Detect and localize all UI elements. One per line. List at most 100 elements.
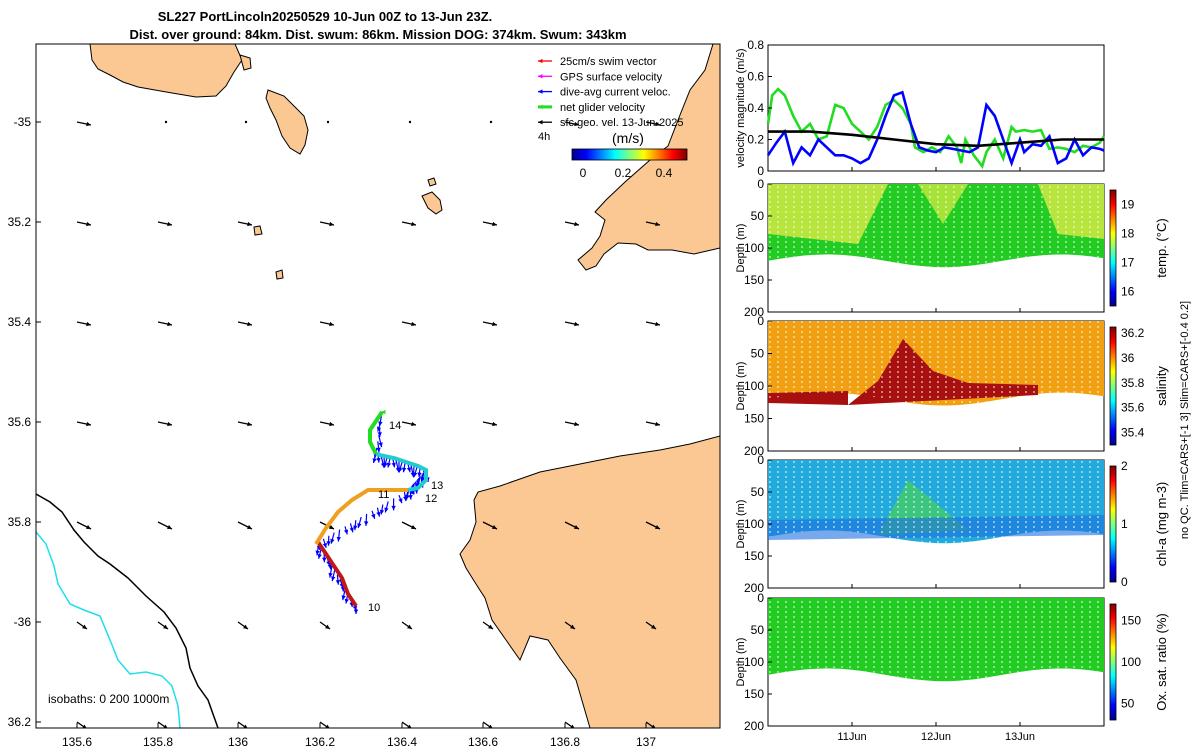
velocity-ytick-label: 0 xyxy=(757,164,764,178)
temperature-ylabel: Depth (m) xyxy=(735,224,747,273)
dive-current-arrow xyxy=(384,501,389,513)
dive-current-arrow xyxy=(395,460,400,473)
temperature-ytick-label: 200 xyxy=(744,305,764,319)
geo-vel-arrow xyxy=(401,321,417,327)
temperature-colorbar-tick: 19 xyxy=(1121,198,1135,212)
salinity-ytick-label: 100 xyxy=(744,379,764,393)
speed-colorbar-tick-0: 0 xyxy=(580,166,587,180)
oxygen-ytick-label: 200 xyxy=(744,719,764,733)
salinity-colorbar-tick: 35.6 xyxy=(1121,401,1145,415)
interval-label: 4h xyxy=(538,131,550,143)
isobath-1000m xyxy=(36,531,181,728)
temperature-colorbar-tick: 16 xyxy=(1121,285,1135,299)
geo-vel-arrow xyxy=(237,421,253,427)
map-ytick-label: 35.6 xyxy=(8,415,32,429)
chlorophyll-ytick-label: 50 xyxy=(751,485,765,499)
geo-vel-arrow xyxy=(645,221,661,227)
salinity-colorbar-label: salinity xyxy=(1154,366,1169,406)
geo-vel-arrow xyxy=(401,421,417,427)
title-line1: SL227 PortLincoln20250529 10-Jun 00Z to … xyxy=(158,9,493,24)
salinity-colorbar-tick: 36.2 xyxy=(1121,326,1145,340)
chlorophyll-colorbar-label: chl-a (mg m-3) xyxy=(1154,482,1169,567)
dive-current-arrow xyxy=(417,468,422,478)
dive-current-arrow xyxy=(371,510,376,519)
chlorophyll-colorbar xyxy=(1109,465,1117,583)
dive-current-arrow xyxy=(335,574,341,585)
map-xtick-label: 135.8 xyxy=(143,735,173,749)
dive-current-arrow xyxy=(331,570,336,582)
oxygen-ytick-label: 0 xyxy=(757,591,764,605)
geo-vel-arrow xyxy=(76,521,92,530)
dive-current-arrow xyxy=(386,458,392,468)
oxygen-ylabel: Depth (m) xyxy=(735,638,747,687)
chlorophyll-ytick-label: 100 xyxy=(744,517,764,531)
map-xtick-label: 136.6 xyxy=(468,735,498,749)
day-label-14: 14 xyxy=(389,420,401,432)
geo-vel-arrow xyxy=(482,221,498,227)
geo-vel-arrow xyxy=(564,221,580,227)
map-legend: 25cm/s swim vector GPS surface velocity di… xyxy=(538,56,688,180)
geo-vel-arrow xyxy=(564,321,580,327)
oxygen-ytick-label: 50 xyxy=(751,623,765,637)
geo-vel-arrow xyxy=(157,321,173,327)
dive-current-arrow xyxy=(326,535,331,546)
legend-label-2: dive-avg current veloc. xyxy=(560,87,671,99)
chlorophyll-colorbar-tick: 2 xyxy=(1121,459,1128,473)
geo-vel-arrow xyxy=(76,321,92,327)
temperature-section xyxy=(768,184,1104,268)
map-ytick-label: 36.2 xyxy=(8,715,32,729)
geo-vel-arrow xyxy=(564,621,576,630)
geo-vel-arrow xyxy=(564,421,580,427)
velocity-series-0 xyxy=(766,87,1106,170)
isobath-200m xyxy=(36,493,219,728)
track-segment-10-11 xyxy=(316,540,358,608)
salinity-colorbar xyxy=(1109,326,1117,446)
temperature-ytick-label: 0 xyxy=(757,177,764,191)
oxygen-ytick-label: 150 xyxy=(744,687,764,701)
chlorophyll-panel: 0 50 100 150 200 Depth (m) 0 1 2 chl-a (mg m-3) xyxy=(735,453,1169,595)
salinity-colorbar-tick: 35.4 xyxy=(1121,426,1145,440)
temperature-ytick-label: 50 xyxy=(751,209,765,223)
velocity-ytick-label: 0.8 xyxy=(747,38,764,52)
legend-label-3: net glider velocity xyxy=(560,102,645,114)
chlorophyll-ytick-label: 150 xyxy=(744,549,764,563)
geo-vel-arrow xyxy=(645,121,661,127)
dive-current-arrow xyxy=(343,526,349,535)
dive-current-arrow xyxy=(379,504,385,515)
dive-current-arrow xyxy=(402,463,407,473)
dive-current-arrow xyxy=(336,529,341,542)
legend-arrow-0 xyxy=(538,58,552,64)
dive-current-arrow xyxy=(378,416,383,427)
velocity-series-1 xyxy=(766,90,1105,167)
geo-vel-arrow xyxy=(319,421,335,427)
date-tick-label: 13Jun xyxy=(1005,731,1035,743)
temperature-panel: 0 50 100 150 200 Depth (m) 16 17 18 19 temp. (°C) xyxy=(735,177,1169,319)
geo-vel-arrow xyxy=(645,621,657,630)
glider-track: 14 13 12 11 10 xyxy=(314,409,443,614)
isobaths-label: isobaths: 0 200 1000m xyxy=(48,692,169,706)
map-ytick-label: -35 xyxy=(14,115,32,129)
geo-vel-arrow xyxy=(482,621,494,630)
map-panel: 14 13 12 11 10 25cm/s swim vector GPS sur… xyxy=(8,43,721,749)
temperature-colorbar xyxy=(1109,189,1117,307)
speed-colorbar-tick-02: 0.2 xyxy=(615,166,632,180)
geo-vel-arrow xyxy=(157,521,173,530)
velocity-ytick-label: 0.4 xyxy=(747,101,764,115)
velocity-ytick-label: 0.2 xyxy=(747,133,764,147)
salinity-panel: 0 50 100 150 200 Depth (m) 35.4 35.6 35.8 36 36.2 s… xyxy=(735,314,1169,458)
oxygen-ytick-label: 100 xyxy=(744,655,764,669)
dive-current-arrow xyxy=(353,520,358,531)
legend-label-0: 25cm/s swim vector xyxy=(560,56,657,68)
day-label-13: 13 xyxy=(431,480,443,492)
day-label-11: 11 xyxy=(378,489,389,501)
oxygen-colorbar-tick: 150 xyxy=(1121,614,1141,628)
geo-vel-arrow xyxy=(319,321,335,327)
legend-arrow-1 xyxy=(538,74,552,79)
geo-vel-arrow xyxy=(157,421,173,427)
chlorophyll-ytick-label: 200 xyxy=(744,581,764,595)
chlorophyll-colorbar-tick: 0 xyxy=(1121,575,1128,589)
geo-vel-arrow xyxy=(237,621,249,630)
geo-vel-arrow xyxy=(401,521,417,530)
velocity-ytick-label: 0.6 xyxy=(747,70,764,84)
